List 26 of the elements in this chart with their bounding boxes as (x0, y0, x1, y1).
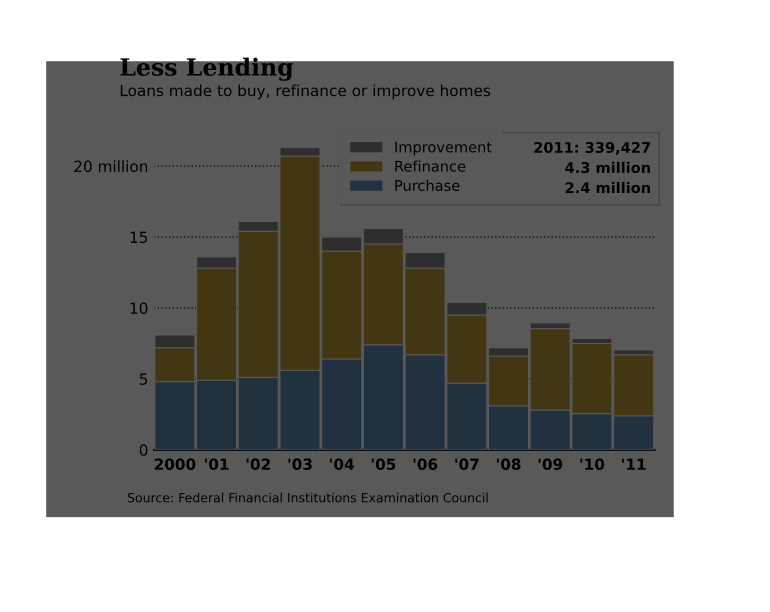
legend-label: Purchase (395, 180, 460, 191)
x-tick-label: '07 (455, 458, 479, 470)
x-tick-label: '08 (497, 458, 521, 470)
chart-title: Less Lending (120, 58, 294, 81)
x-tick-label: '06 (414, 458, 438, 470)
y-tick-label: 10 (130, 302, 148, 314)
x-tick-label: '04 (330, 458, 354, 470)
y-tick-label: 20 million (74, 160, 148, 172)
annotation: 2.4 million (566, 182, 650, 194)
chart-subtitle: Loans made to buy, refinance or improve homes (120, 84, 490, 100)
x-tick-label: '10 (580, 458, 604, 470)
legend-label: Refinance (395, 160, 466, 172)
y-tick-label: 15 (130, 232, 148, 244)
y-tick-label: 0 (140, 444, 148, 456)
x-tick-label: '11 (622, 458, 646, 470)
source-note: Source: Federal Financial Institutions Examination Council (128, 492, 488, 502)
annotation: 4.3 million (565, 162, 650, 174)
x-tick-label: '03 (288, 458, 312, 470)
annotation: 2011: 339,427 (534, 142, 650, 155)
y-tick-label: 5 (140, 374, 148, 385)
legend-label: Improvement (395, 142, 492, 156)
x-tick-label: 2000 (154, 458, 196, 470)
x-tick-label: '01 (205, 458, 228, 470)
x-tick-label: '05 (372, 458, 396, 470)
x-tick-label: '02 (246, 458, 270, 470)
x-tick-label: '09 (538, 458, 562, 470)
